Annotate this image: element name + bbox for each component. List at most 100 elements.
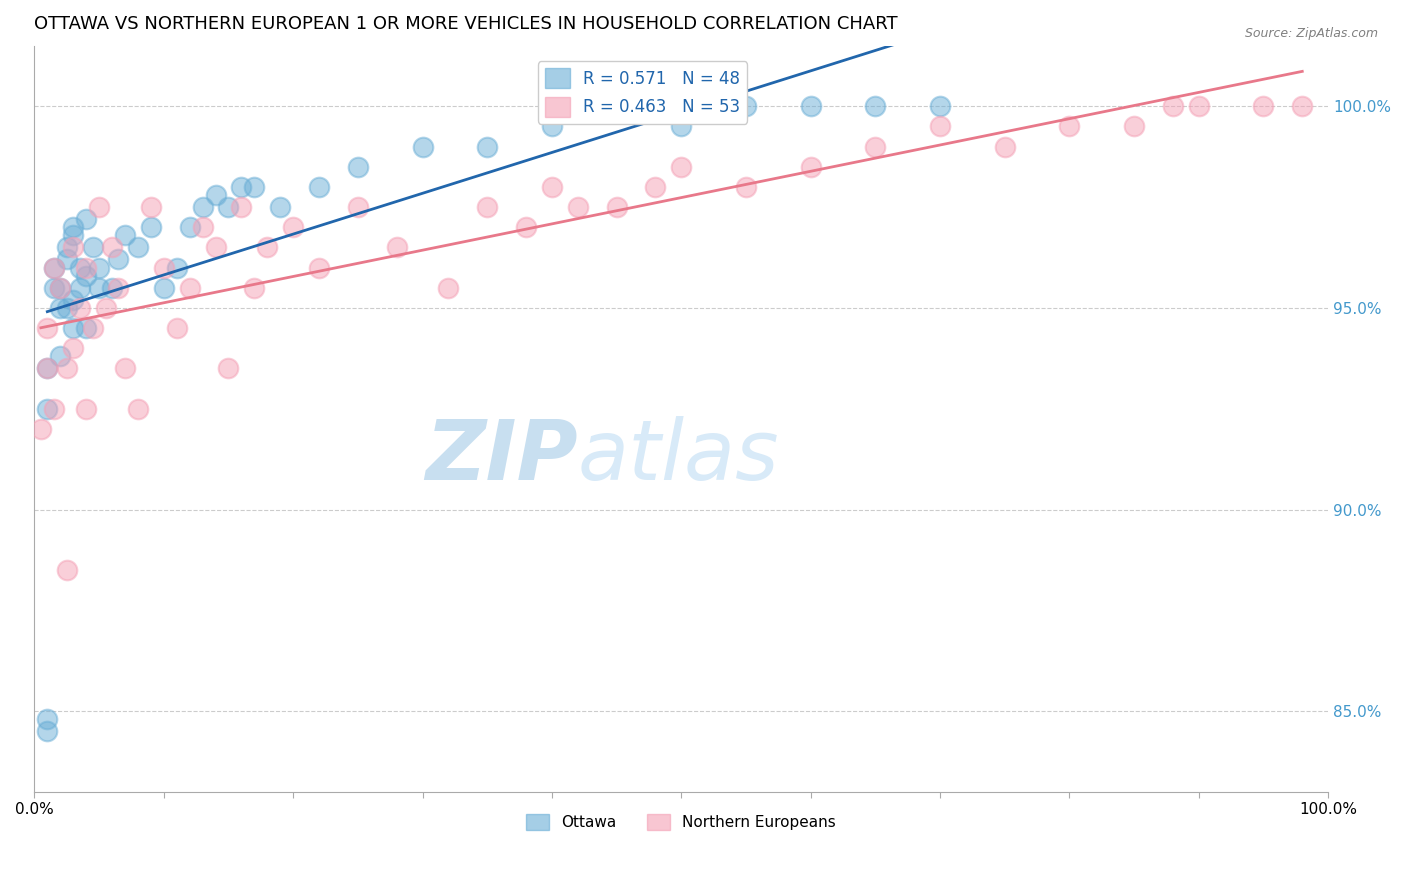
Point <box>127 240 149 254</box>
Point <box>62 228 84 243</box>
Point <box>994 139 1017 153</box>
Point <box>49 301 72 315</box>
Point <box>477 139 499 153</box>
Point <box>107 281 129 295</box>
Text: Source: ZipAtlas.com: Source: ZipAtlas.com <box>1244 27 1378 40</box>
Point <box>256 240 278 254</box>
Point <box>37 401 59 416</box>
Point <box>101 281 124 295</box>
Point <box>308 260 330 275</box>
Point <box>42 401 65 416</box>
Text: ZIP: ZIP <box>425 416 578 497</box>
Point <box>166 321 188 335</box>
Point <box>1161 99 1184 113</box>
Point <box>477 200 499 214</box>
Point <box>37 724 59 739</box>
Point <box>94 301 117 315</box>
Point <box>179 281 201 295</box>
Point <box>75 401 97 416</box>
Point <box>42 260 65 275</box>
Point <box>69 260 91 275</box>
Point <box>166 260 188 275</box>
Point <box>929 120 952 134</box>
Point <box>346 160 368 174</box>
Legend: Ottawa, Northern Europeans: Ottawa, Northern Europeans <box>520 808 842 837</box>
Point <box>644 179 666 194</box>
Point <box>567 200 589 214</box>
Point <box>152 260 174 275</box>
Point <box>62 220 84 235</box>
Point <box>87 281 110 295</box>
Point <box>139 220 162 235</box>
Point <box>152 281 174 295</box>
Point <box>82 240 104 254</box>
Point <box>37 361 59 376</box>
Point <box>606 200 628 214</box>
Point <box>412 139 434 153</box>
Point <box>69 281 91 295</box>
Point <box>865 99 887 113</box>
Point <box>800 99 823 113</box>
Point <box>1253 99 1275 113</box>
Point <box>515 220 537 235</box>
Point <box>243 281 266 295</box>
Point <box>30 422 52 436</box>
Point <box>541 120 564 134</box>
Point <box>179 220 201 235</box>
Point <box>107 252 129 267</box>
Point <box>114 361 136 376</box>
Point <box>62 341 84 355</box>
Point <box>346 200 368 214</box>
Point <box>87 260 110 275</box>
Point <box>37 712 59 726</box>
Point <box>1059 120 1081 134</box>
Point <box>82 321 104 335</box>
Point <box>191 220 214 235</box>
Point <box>55 361 77 376</box>
Text: atlas: atlas <box>578 416 779 497</box>
Point <box>114 228 136 243</box>
Point <box>49 281 72 295</box>
Point <box>42 260 65 275</box>
Point <box>191 200 214 214</box>
Point <box>101 240 124 254</box>
Point <box>1188 99 1211 113</box>
Point <box>75 321 97 335</box>
Point <box>865 139 887 153</box>
Point <box>127 401 149 416</box>
Point <box>62 321 84 335</box>
Point <box>800 160 823 174</box>
Point <box>1123 120 1146 134</box>
Point <box>437 281 460 295</box>
Point <box>541 179 564 194</box>
Point <box>281 220 304 235</box>
Point <box>55 252 77 267</box>
Point <box>37 361 59 376</box>
Point <box>75 212 97 227</box>
Point <box>217 361 239 376</box>
Point <box>929 99 952 113</box>
Point <box>62 240 84 254</box>
Point <box>231 200 253 214</box>
Point <box>204 188 226 202</box>
Point <box>55 240 77 254</box>
Point <box>55 301 77 315</box>
Point <box>37 321 59 335</box>
Point <box>308 179 330 194</box>
Point <box>75 268 97 283</box>
Point <box>735 99 758 113</box>
Point <box>671 120 693 134</box>
Point <box>217 200 239 214</box>
Point <box>49 281 72 295</box>
Point <box>49 349 72 363</box>
Point <box>55 563 77 577</box>
Point <box>243 179 266 194</box>
Point <box>269 200 291 214</box>
Point <box>671 160 693 174</box>
Point <box>69 301 91 315</box>
Point <box>42 281 65 295</box>
Point <box>385 240 408 254</box>
Point <box>231 179 253 194</box>
Point <box>1291 99 1313 113</box>
Point <box>75 260 97 275</box>
